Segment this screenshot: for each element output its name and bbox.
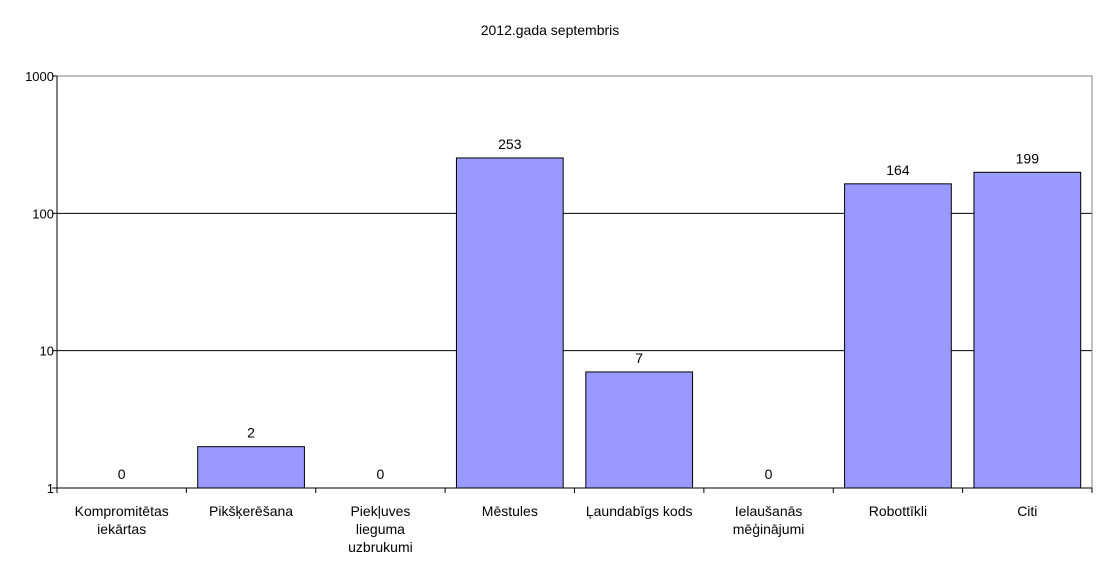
x-category-label: Pikšķerēšana bbox=[209, 503, 293, 519]
x-category-label: Ielaušanās mēģinājumi bbox=[733, 503, 805, 537]
data-label: 199 bbox=[1016, 150, 1040, 166]
bar bbox=[844, 183, 952, 489]
x-category-label: Citi bbox=[1017, 503, 1037, 519]
chart-title: 2012.gada septembris bbox=[481, 22, 620, 38]
data-label: 164 bbox=[886, 162, 910, 178]
axes bbox=[56, 75, 1093, 493]
y-tick-label: 10 bbox=[40, 344, 54, 359]
y-tick-label: 100 bbox=[32, 206, 54, 221]
bar bbox=[455, 157, 564, 489]
data-label: 7 bbox=[635, 350, 643, 366]
data-label: 2 bbox=[247, 425, 255, 441]
data-label: 0 bbox=[765, 466, 773, 482]
bars bbox=[197, 157, 1082, 489]
data-label: 253 bbox=[498, 136, 522, 152]
x-axis-labels: Kompromitētas iekārtas Pikšķerēšana Piekļuv… bbox=[75, 503, 1038, 555]
bar bbox=[973, 171, 1082, 489]
x-category-label: Kompromitētas iekārtas bbox=[75, 503, 169, 537]
data-label: 0 bbox=[377, 466, 385, 482]
x-category-label: Piekļuves lieguma uzbrukumi bbox=[348, 503, 413, 555]
y-axis-ticks: 1 10 100 1000 bbox=[25, 69, 57, 496]
y-tick-label: 1000 bbox=[25, 69, 54, 84]
bar bbox=[197, 446, 305, 489]
data-label: 0 bbox=[118, 466, 126, 482]
bar bbox=[585, 371, 694, 489]
x-category-label: Robottīkli bbox=[869, 503, 927, 519]
x-category-label: Mēstules bbox=[482, 503, 538, 519]
x-category-label: Ļaundabīgs kods bbox=[586, 503, 693, 519]
y-tick-label: 1 bbox=[47, 481, 54, 496]
data-labels: 0 2 0 253 7 0 164 199 bbox=[118, 136, 1039, 482]
